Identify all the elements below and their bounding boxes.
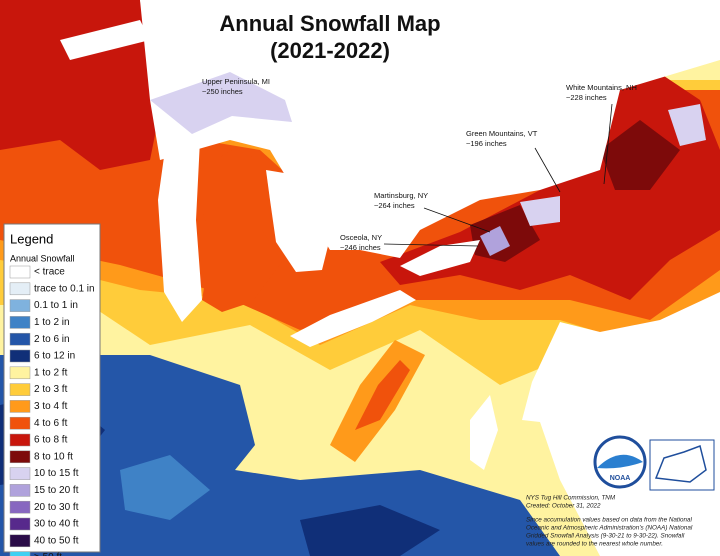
annotation-value: ~196 inches <box>466 139 507 148</box>
legend-label: 2 to 6 in <box>34 334 70 345</box>
lake <box>60 20 150 60</box>
legend-label: > 50 ft <box>34 552 62 556</box>
credit-source: NYS Tug Hill Commission, TNM <box>526 495 616 502</box>
map-title: Annual Snowfall Map <box>219 11 440 36</box>
annotations: Upper Peninsula, MI ~250 inches White Mo… <box>202 77 637 252</box>
map-subtitle: (2021-2022) <box>270 38 390 63</box>
legend-label: 40 to 50 ft <box>34 535 79 546</box>
annotation-value: ~246 inches <box>340 243 381 252</box>
lake <box>158 128 202 322</box>
legend-swatch <box>9 433 31 447</box>
annotation-value: ~228 inches <box>566 93 607 102</box>
legend-swatch <box>9 366 31 380</box>
region <box>600 120 680 190</box>
region <box>120 455 210 520</box>
legend-label: 6 to 12 in <box>34 351 75 362</box>
nys-shape <box>654 445 707 483</box>
legend-label: 2 to 3 ft <box>34 384 68 395</box>
legend-swatch <box>9 400 31 413</box>
annotation-label: Green Mountains, VT <box>466 129 538 138</box>
legend-label: 3 to 4 ft <box>34 401 68 412</box>
legend-title: Legend <box>10 231 53 246</box>
legend-swatch <box>9 534 31 548</box>
legend-swatch <box>9 416 31 430</box>
legend: Legend Annual Snowfall < trace trace to 0… <box>3 223 101 556</box>
credit-note: Oceanic and Atmospheric Administration's… <box>526 525 693 532</box>
lake <box>266 170 332 272</box>
leader-line <box>423 207 491 233</box>
annotation-label: White Mountains, NH <box>566 83 637 92</box>
region <box>520 196 560 226</box>
legend-subtitle: Annual Snowfall <box>10 253 75 263</box>
region <box>190 150 282 312</box>
canada <box>140 0 720 258</box>
annotation-label: Upper Peninsula, MI <box>202 77 270 86</box>
legend-label: 6 to 8 ft <box>34 435 68 446</box>
logos: NOAA <box>593 435 715 491</box>
lake <box>290 290 416 347</box>
credits: NYS Tug Hill Commission, TNM Created: Oc… <box>526 495 693 548</box>
legend-swatch <box>9 383 31 396</box>
credit-note: Gridded Snowfall Analysis (9-30-21 to 9-… <box>526 533 685 540</box>
legend-label: 4 to 6 ft <box>34 418 68 429</box>
legend-swatch <box>9 265 31 279</box>
legend-label: 15 to 20 ft <box>34 485 79 496</box>
legend-swatch <box>9 517 31 531</box>
legend-label: 20 to 30 ft <box>34 502 79 513</box>
legend-label: 8 to 10 ft <box>34 451 73 462</box>
lake <box>400 240 480 276</box>
legend-swatch <box>9 316 31 329</box>
annotation-label: Osceola, NY <box>340 233 382 242</box>
legend-swatch <box>9 332 31 346</box>
leader-line <box>534 147 561 193</box>
region <box>480 226 510 256</box>
legend-label: 1 to 2 ft <box>34 367 68 378</box>
region <box>300 505 440 556</box>
annotation-value: ~250 inches <box>202 87 243 96</box>
leader-line <box>603 103 613 185</box>
annotation-label: Martinsburg, NY <box>374 191 428 200</box>
legend-label: 1 to 2 in <box>34 317 70 328</box>
region <box>150 72 292 134</box>
legend-swatch <box>9 500 31 514</box>
annotation-value: ~264 inches <box>374 201 415 210</box>
legend-swatch <box>9 450 31 464</box>
bay <box>470 395 498 470</box>
legend-swatch <box>9 551 31 556</box>
legend-swatch <box>9 467 31 480</box>
legend-swatch <box>9 282 31 296</box>
leader-line <box>383 243 479 247</box>
legend-label: trace to 0.1 in <box>34 283 95 294</box>
legend-swatch <box>9 349 31 363</box>
credit-note: values are rounded to the nearest whole … <box>526 541 663 548</box>
region <box>355 360 410 430</box>
legend-label: 0.1 to 1 in <box>34 300 78 311</box>
credit-date: Created: October 31, 2022 <box>526 503 601 510</box>
credit-note: Since accumulation values based on data … <box>526 517 693 524</box>
legend-swatch <box>9 484 31 497</box>
noaa-text: NOAA <box>610 475 631 482</box>
legend-label: 30 to 40 ft <box>34 519 79 530</box>
region <box>668 104 706 146</box>
legend-swatch <box>9 299 31 312</box>
legend-label: < trace <box>34 267 65 278</box>
legend-label: 10 to 15 ft <box>34 468 79 479</box>
noaa-wave <box>597 454 643 469</box>
